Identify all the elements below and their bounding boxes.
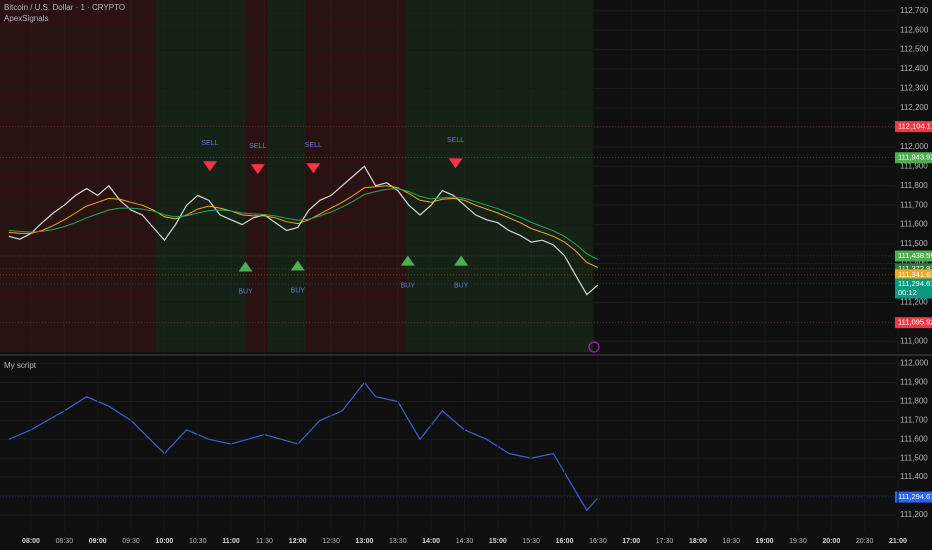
x-tick-label: 18:00 bbox=[689, 538, 707, 545]
signal-label: SELL bbox=[447, 137, 464, 144]
symbol-title: Bitcoin / U.S. Dollar · 1 · CRYPTO bbox=[4, 3, 125, 12]
y-tick-label: 111,000 bbox=[900, 336, 928, 345]
signal-label: SELL bbox=[249, 143, 266, 150]
x-tick-label: 14:30 bbox=[456, 538, 474, 545]
price-tag-label: 112,104.17 bbox=[898, 122, 932, 131]
series-line bbox=[8, 188, 599, 261]
price-tag-label: 111,294.67 bbox=[898, 492, 932, 501]
x-tick-label: 15:30 bbox=[522, 538, 540, 545]
price-tag bbox=[895, 152, 932, 164]
series-line bbox=[8, 185, 599, 268]
countdown-label: 00:12 bbox=[898, 288, 917, 297]
x-tick-label: 20:00 bbox=[822, 538, 840, 545]
x-tick-label: 14:00 bbox=[422, 538, 440, 545]
buy-marker bbox=[454, 255, 469, 266]
price-tag bbox=[895, 278, 932, 299]
buy-marker bbox=[400, 255, 415, 266]
x-tick-label: 20:30 bbox=[856, 538, 874, 545]
y-tick-label: 111,200 bbox=[900, 298, 928, 307]
x-tick-label: 18:30 bbox=[722, 538, 740, 545]
x-tick-label: 19:00 bbox=[756, 538, 774, 545]
price-tag bbox=[895, 121, 932, 133]
y-tick-label: 112,500 bbox=[900, 45, 929, 54]
signal-label: BUY bbox=[291, 287, 306, 294]
price-tag-label: 111,372.91 bbox=[898, 264, 932, 273]
y-tick-label: 111,900 bbox=[900, 378, 928, 387]
price-tag bbox=[895, 269, 932, 281]
price-tag-label: 111,294.67 bbox=[898, 279, 932, 288]
signal-zone bbox=[267, 0, 306, 352]
series-line bbox=[8, 165, 599, 296]
y-tick-label: 112,000 bbox=[900, 142, 929, 151]
y-tick-label: 112,700 bbox=[900, 6, 929, 15]
price-tag bbox=[895, 263, 932, 275]
signal-zone bbox=[0, 0, 156, 352]
x-tick-label: 10:00 bbox=[155, 538, 173, 545]
y-tick-label: 111,400 bbox=[900, 259, 928, 268]
y-tick-label: 111,600 bbox=[900, 220, 928, 229]
y-tick-label: 111,200 bbox=[900, 510, 928, 519]
y-tick-label: 111,800 bbox=[900, 181, 928, 190]
price-tag bbox=[895, 317, 932, 329]
x-tick-label: 17:00 bbox=[622, 538, 640, 545]
y-tick-label: 111,900 bbox=[900, 161, 928, 170]
y-tick-label: 112,200 bbox=[900, 103, 929, 112]
x-tick-label: 10:30 bbox=[189, 538, 207, 545]
price-tag-label: 111,341.61 bbox=[898, 270, 932, 279]
x-tick-label: 16:30 bbox=[589, 538, 607, 545]
y-tick-label: 111,600 bbox=[900, 434, 928, 443]
signal-zone bbox=[245, 0, 268, 352]
signal-zone bbox=[405, 0, 594, 352]
signal-label: BUY bbox=[238, 288, 253, 295]
signal-zone bbox=[305, 0, 406, 352]
signal-label: SELL bbox=[305, 142, 322, 149]
x-tick-label: 09:30 bbox=[122, 538, 140, 545]
price-tag-label: 111,438.59 bbox=[898, 251, 932, 260]
sell-marker bbox=[306, 163, 321, 174]
x-tick-label: 11:30 bbox=[256, 538, 273, 545]
sell-marker bbox=[202, 161, 217, 172]
pane-title: My script bbox=[4, 361, 37, 370]
y-tick-label: 111,500 bbox=[900, 239, 928, 248]
signal-label: SELL bbox=[201, 140, 218, 147]
y-tick-label: 112,600 bbox=[900, 25, 929, 34]
y-tick-label: 112,400 bbox=[900, 64, 929, 73]
signal-zone bbox=[155, 0, 246, 352]
x-tick-label: 08:00 bbox=[22, 538, 40, 545]
buy-marker bbox=[290, 260, 305, 271]
x-tick-label: 09:00 bbox=[89, 538, 107, 545]
y-tick-label: 111,400 bbox=[900, 472, 928, 481]
y-tick-label: 111,700 bbox=[900, 200, 928, 209]
signal-label: BUY bbox=[401, 282, 416, 289]
price-tag-label: 111,943.92 bbox=[898, 153, 932, 162]
y-tick-label: 112,000 bbox=[900, 359, 929, 368]
y-tick-label: 111,700 bbox=[900, 415, 928, 424]
replay-icon[interactable] bbox=[588, 341, 600, 353]
price-tag bbox=[895, 250, 932, 262]
x-tick-label: 12:30 bbox=[322, 538, 340, 545]
x-tick-label: 15:00 bbox=[489, 538, 507, 545]
x-tick-label: 19:30 bbox=[789, 538, 807, 545]
x-tick-label: 12:00 bbox=[289, 538, 307, 545]
sell-marker bbox=[448, 158, 463, 169]
y-tick-label: 111,800 bbox=[900, 397, 928, 406]
signal-label: BUY bbox=[454, 282, 469, 289]
x-tick-label: 11:00 bbox=[222, 538, 240, 545]
price-tag bbox=[895, 491, 932, 503]
y-tick-label: 111,500 bbox=[900, 453, 928, 462]
x-tick-label: 08:30 bbox=[56, 538, 74, 545]
x-tick-label: 17:30 bbox=[656, 538, 674, 545]
y-tick-label: 112,300 bbox=[900, 84, 929, 93]
series-line bbox=[8, 381, 599, 512]
x-tick-label: 16:00 bbox=[556, 538, 574, 545]
indicator-name: ApexSignals bbox=[4, 14, 48, 23]
sell-marker bbox=[250, 164, 265, 175]
x-tick-label: 13:30 bbox=[389, 538, 407, 545]
price-tag-label: 111,095.92 bbox=[898, 318, 932, 327]
x-tick-label: 13:00 bbox=[355, 538, 373, 545]
x-tick-label: 21:00 bbox=[889, 538, 907, 545]
